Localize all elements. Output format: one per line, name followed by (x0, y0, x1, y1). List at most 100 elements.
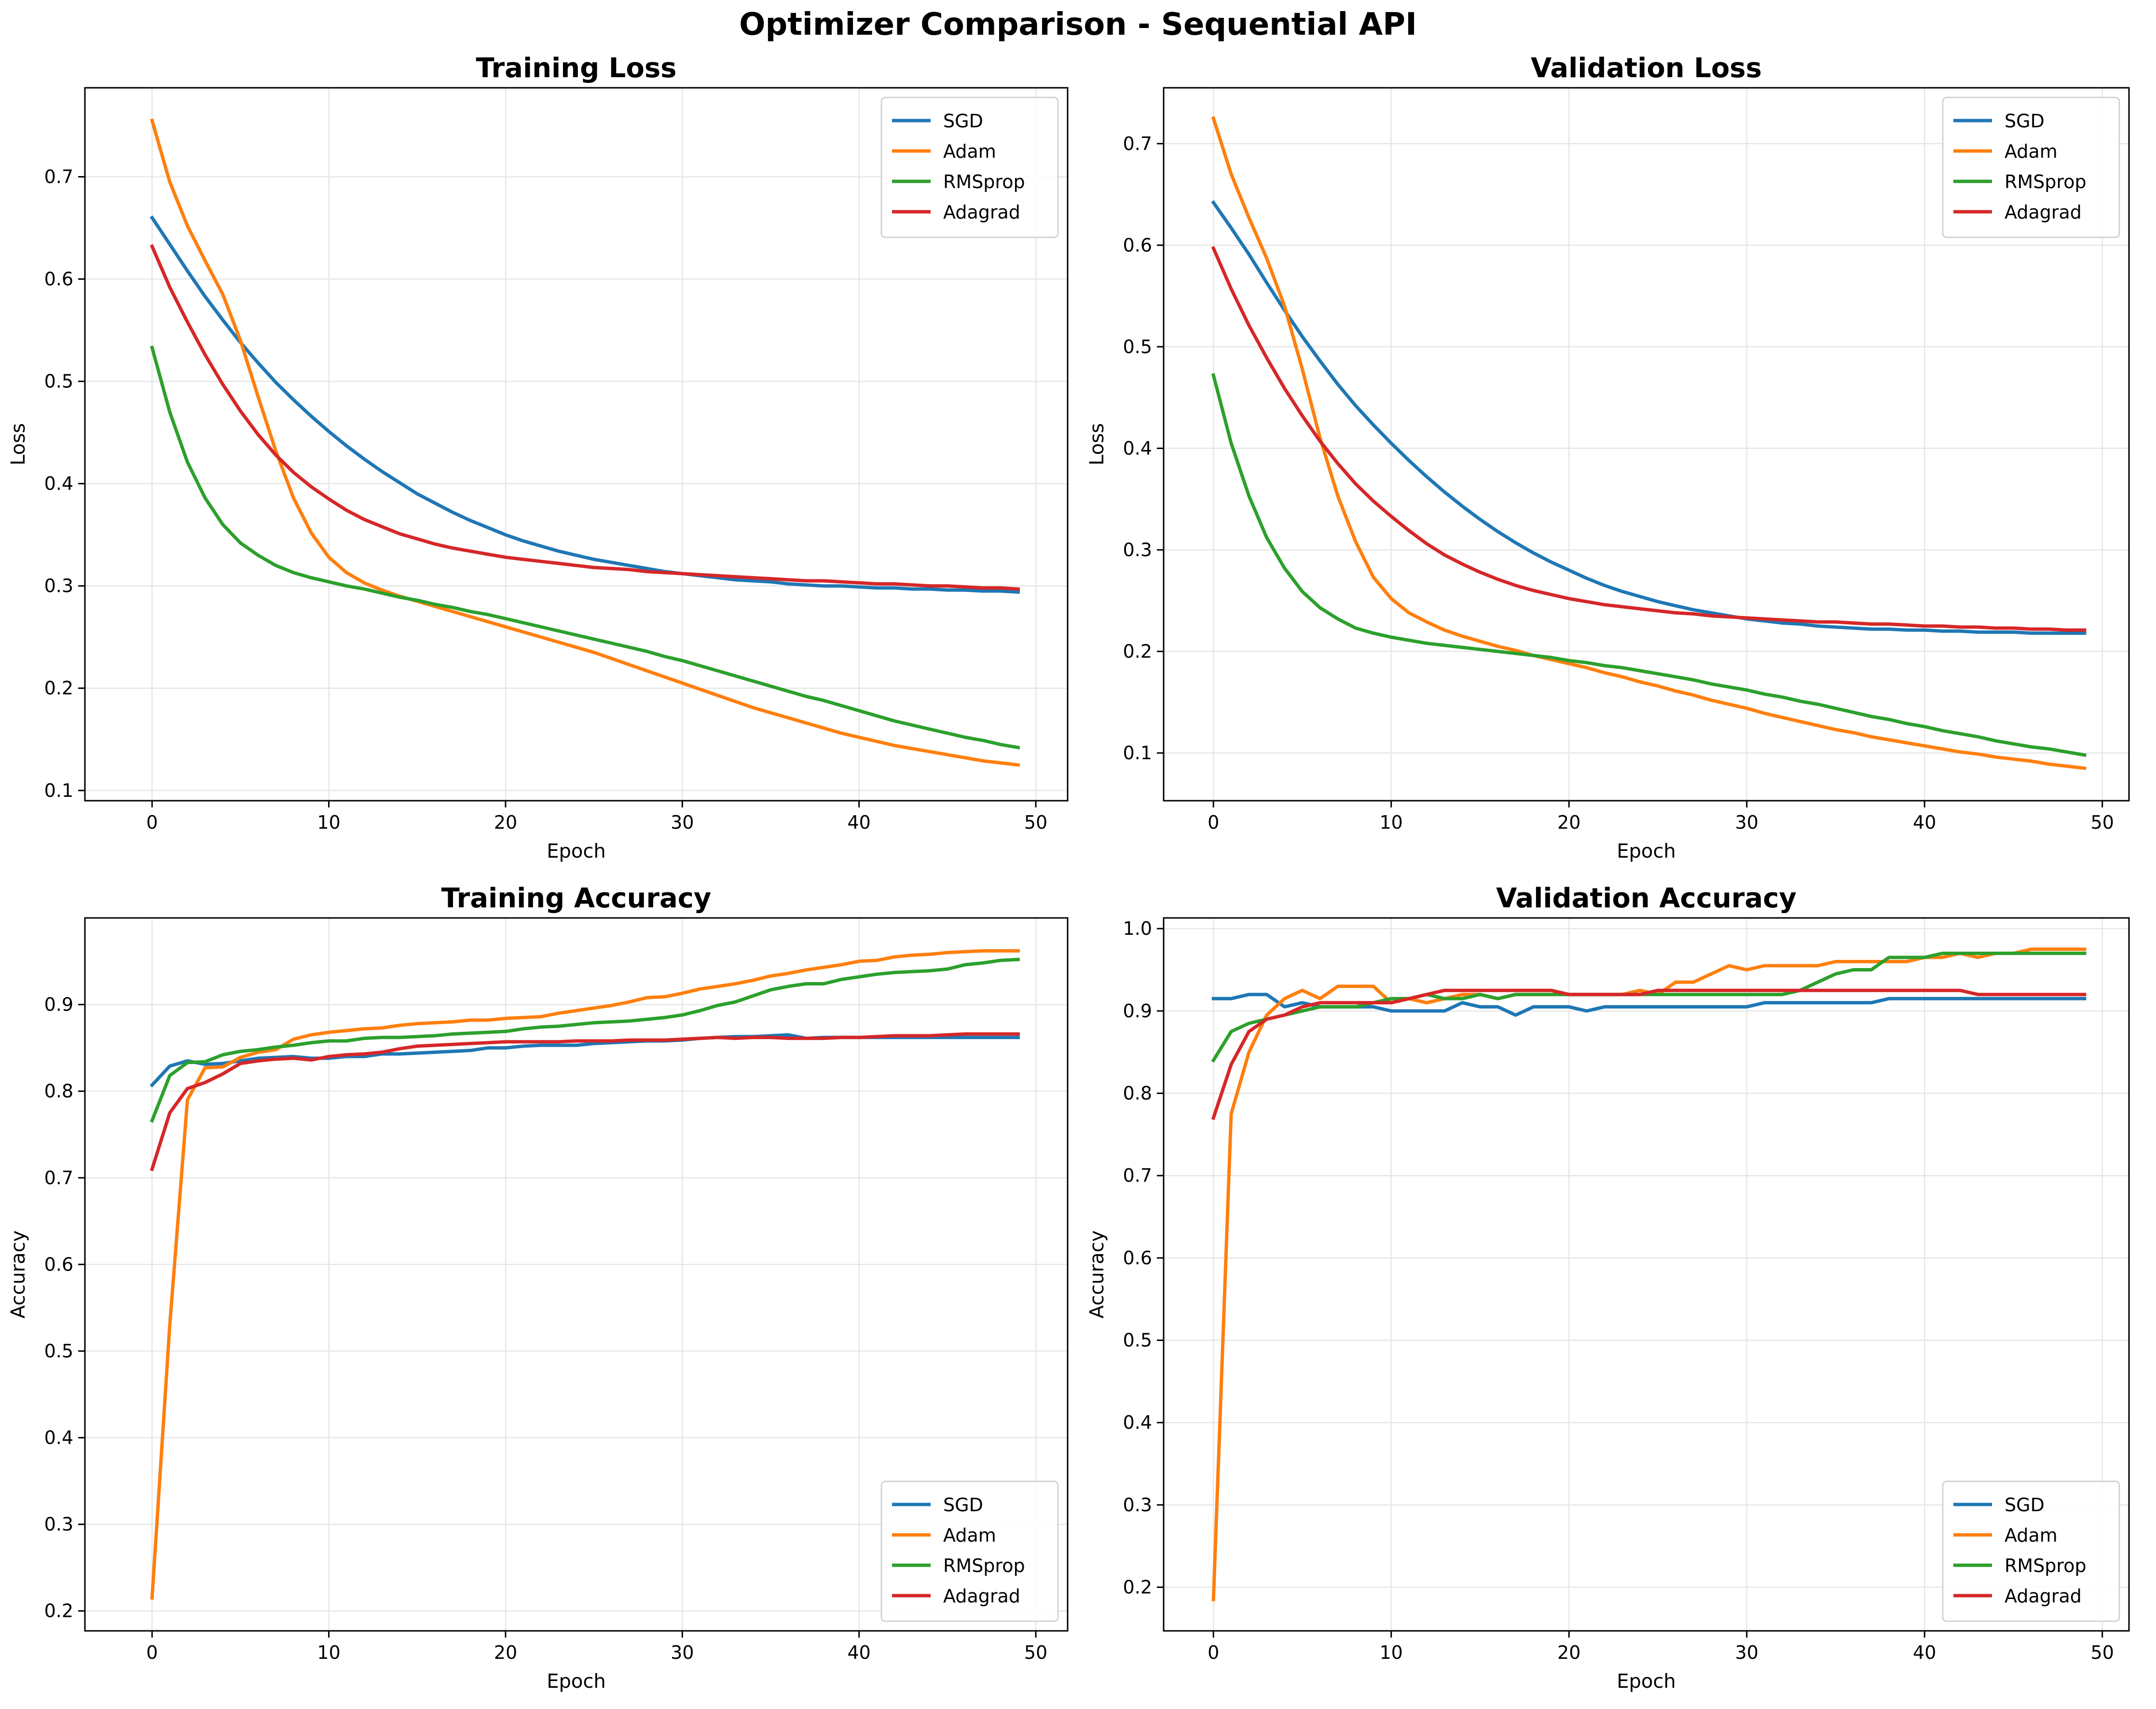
x-tick-label: 50 (2091, 1642, 2114, 1663)
x-axis-label: Epoch (1617, 1670, 1675, 1693)
y-tick-label: 0.8 (44, 1080, 73, 1102)
x-tick-label: 0 (1208, 1642, 1219, 1663)
x-tick-label: 30 (671, 812, 694, 833)
y-tick-label: 0.1 (44, 780, 73, 801)
panel-1: 0 10 20 30 40 50 0.1 0.2 0.3 0.4 0.5 0.6 0.7 Validati… (1086, 53, 2130, 862)
x-tick-label: 40 (848, 812, 871, 833)
x-tick-label: 10 (317, 812, 340, 833)
y-tick-label: 0.5 (1123, 336, 1152, 357)
series-line-rmsprop (150, 345, 1020, 750)
series-line-sgd (150, 215, 1020, 594)
series-line-sgd (1211, 993, 2087, 1017)
x-axis-label: Epoch (1617, 840, 1675, 862)
y-tick-label: 0.6 (44, 1254, 73, 1275)
x-tick-label: 0 (146, 1642, 158, 1663)
legend-label-rmsprop: RMSprop (2005, 171, 2087, 192)
panel-0: 0 10 20 30 40 50 0.1 0.2 0.3 0.4 0.5 0.6 0.7 Training… (7, 53, 1069, 862)
legend-box (880, 1480, 1059, 1622)
y-tick-label: 1.0 (1123, 918, 1152, 939)
x-tick-label: 50 (1024, 1642, 1047, 1663)
y-tick-label: 0.8 (1123, 1083, 1152, 1104)
x-tick-label: 40 (848, 1642, 871, 1663)
series-group (150, 949, 1020, 1600)
axes-frame (1163, 87, 2130, 802)
axes-frame (84, 87, 1069, 802)
legend-label-rmsprop: RMSprop (2005, 1555, 2087, 1576)
series-line-sgd (1211, 200, 2087, 635)
x-tick-label: 40 (1913, 812, 1936, 833)
panel-2: 0 10 20 30 40 50 0.2 0.3 0.4 0.5 0.6 0.7 0.8 0.9 Train… (7, 883, 1069, 1693)
panel-3: 0 10 20 30 40 50 0.2 0.3 0.4 0.5 0.6 0.7 0.8 0.9 1.0 Va… (1086, 883, 2130, 1693)
series-group (1211, 947, 2087, 1601)
x-tick-label: 20 (1557, 812, 1580, 833)
subplot-title: Training Accuracy (441, 883, 712, 914)
legend-label-sgd: SGD (943, 1494, 983, 1516)
y-tick-label: 0.3 (1123, 539, 1152, 561)
legend-label-sgd: SGD (943, 110, 983, 132)
figure-title: Optimizer Comparison - Sequential API (739, 7, 1417, 42)
legend-label-adagrad: Adagrad (943, 202, 1020, 223)
y-tick-label: 0.6 (1123, 234, 1152, 256)
series-line-rmsprop (1211, 951, 2087, 1063)
y-tick-label: 0.7 (44, 1167, 73, 1189)
series-line-rmsprop (150, 957, 1020, 1123)
y-axis-label: Accuracy (7, 1230, 29, 1319)
y-tick-label: 0.9 (44, 994, 73, 1015)
x-tick-label: 30 (1735, 812, 1758, 833)
x-tick-label: 50 (2091, 812, 2114, 833)
y-tick-label: 0.1 (1123, 742, 1152, 764)
x-tick-label: 20 (494, 1642, 517, 1663)
legend-label-adagrad: Adagrad (2005, 1586, 2082, 1607)
y-tick-label: 0.7 (1123, 133, 1152, 154)
x-tick-label: 0 (146, 812, 158, 833)
series-group (150, 118, 1020, 767)
subplot-title: Validation Loss (1531, 53, 1762, 84)
y-tick-label: 0.6 (1123, 1247, 1152, 1269)
series-line-adagrad (1211, 246, 2087, 632)
x-tick-label: 20 (494, 812, 517, 833)
legend-box (880, 96, 1059, 238)
y-tick-label: 0.2 (44, 678, 73, 699)
axes-frame (84, 917, 1069, 1632)
series-line-adagrad (150, 244, 1020, 591)
series-line-adagrad (150, 1032, 1020, 1172)
legend-label-rmsprop: RMSprop (943, 171, 1025, 192)
y-tick-label: 0.6 (44, 269, 73, 290)
y-axis-label: Loss (7, 423, 29, 465)
y-tick-label: 0.4 (44, 473, 73, 494)
legend: SGD Adam RMSprop Adagrad (880, 96, 1059, 238)
legend: SGD Adam RMSprop Adagrad (1942, 1480, 2120, 1622)
x-tick-label: 50 (1024, 812, 1047, 833)
legend-box (1942, 96, 2120, 238)
x-tick-label: 40 (1913, 1642, 1936, 1663)
y-axis-label: Loss (1086, 423, 1108, 465)
legend-label-sgd: SGD (2005, 110, 2045, 132)
x-tick-label: 0 (1208, 812, 1219, 833)
x-tick-label: 30 (1735, 1642, 1758, 1663)
legend-label-sgd: SGD (2005, 1494, 2045, 1516)
subplot-title: Validation Accuracy (1496, 883, 1797, 914)
series-line-adam (1211, 116, 2087, 770)
y-tick-label: 0.4 (1123, 438, 1152, 459)
y-tick-label: 0.3 (1123, 1494, 1152, 1516)
y-tick-label: 0.5 (44, 371, 73, 392)
series-line-adagrad (1211, 988, 2087, 1121)
y-tick-label: 0.2 (44, 1600, 73, 1622)
series-line-adam (150, 118, 1020, 767)
y-tick-label: 0.5 (44, 1340, 73, 1362)
series-line-rmsprop (1211, 373, 2087, 757)
legend-label-adam: Adam (943, 1525, 996, 1546)
y-tick-label: 0.2 (1123, 641, 1152, 662)
y-tick-label: 0.2 (1123, 1577, 1152, 1598)
legend-label-rmsprop: RMSprop (943, 1555, 1025, 1576)
legend-label-adam: Adam (2005, 1525, 2058, 1546)
y-tick-label: 0.7 (1123, 1165, 1152, 1186)
series-line-adam (150, 949, 1020, 1600)
legend: SGD Adam RMSprop Adagrad (880, 1480, 1059, 1622)
y-tick-label: 0.5 (1123, 1330, 1152, 1351)
y-tick-label: 0.9 (1123, 1000, 1152, 1022)
legend: SGD Adam RMSprop Adagrad (1942, 96, 2120, 238)
y-tick-label: 0.4 (1123, 1412, 1152, 1433)
x-tick-label: 30 (671, 1642, 694, 1663)
